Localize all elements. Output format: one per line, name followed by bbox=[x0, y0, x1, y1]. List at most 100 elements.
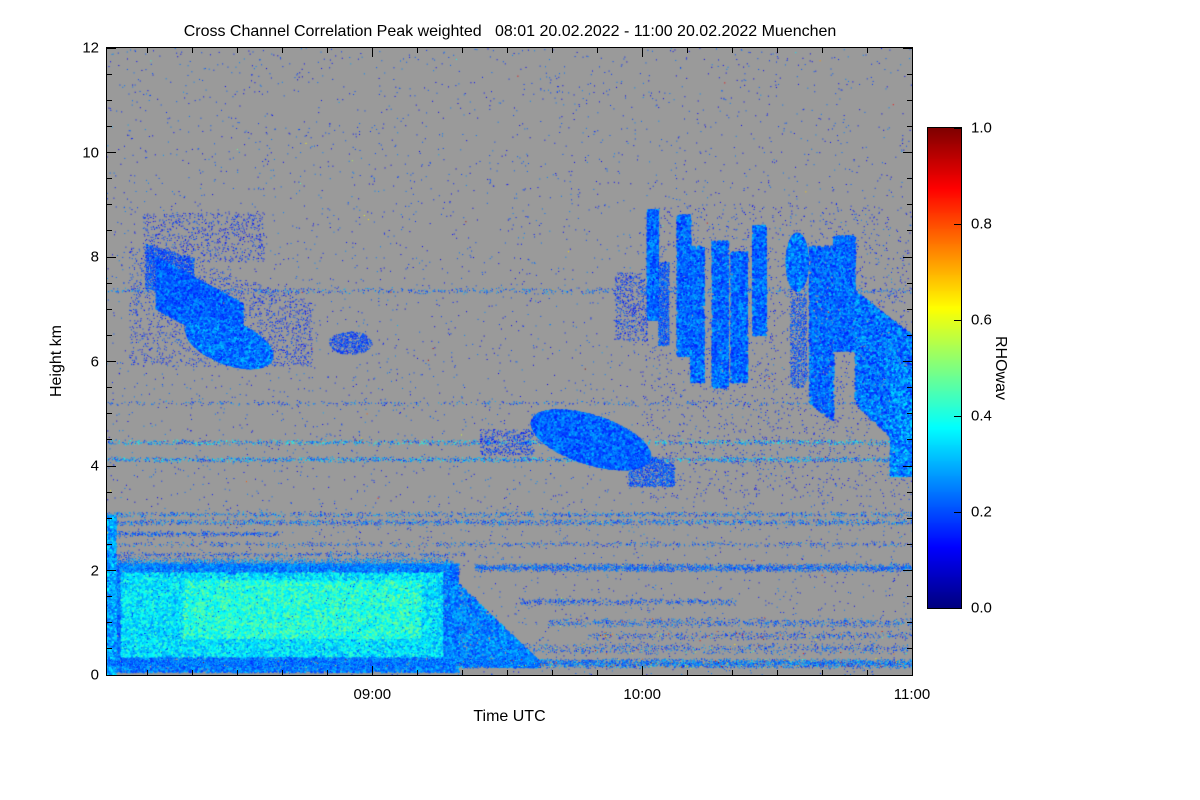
colorbar bbox=[928, 128, 961, 608]
y-axis-tick bbox=[107, 99, 112, 101]
y-axis-tick-right bbox=[907, 387, 912, 389]
y-axis-tick bbox=[107, 413, 112, 415]
x-axis-tick bbox=[506, 670, 508, 675]
x-axis-tick bbox=[731, 670, 733, 675]
colorbar-tick bbox=[954, 511, 961, 513]
y-axis-tick-right bbox=[903, 47, 912, 49]
y-tick-label: 6 bbox=[90, 353, 99, 370]
y-tick-label: 12 bbox=[82, 39, 99, 57]
x-axis-tick bbox=[821, 670, 823, 675]
colorbar-tick-label: 0.2 bbox=[971, 503, 992, 521]
x-axis-tick bbox=[866, 670, 868, 675]
y-axis-tick bbox=[107, 674, 116, 676]
y-axis-tick-right bbox=[907, 491, 912, 493]
y-axis-tick-right bbox=[907, 648, 912, 650]
colorbar-tick bbox=[954, 319, 961, 321]
y-axis-tick bbox=[107, 543, 112, 545]
x-axis-tick bbox=[326, 670, 328, 675]
colorbar-tick-label: 0.8 bbox=[971, 215, 992, 233]
x-axis-tick bbox=[596, 670, 598, 675]
y-axis-tick-right bbox=[907, 308, 912, 310]
y-axis-tick-right bbox=[907, 282, 912, 284]
x-axis-tick-top bbox=[281, 48, 283, 53]
x-tick-label: 10:00 bbox=[623, 686, 661, 703]
x-axis-tick-top bbox=[506, 48, 508, 53]
y-axis-tick bbox=[107, 204, 112, 206]
colorbar-title: RHOwav bbox=[992, 335, 1009, 401]
x-axis-tick-top bbox=[776, 48, 778, 53]
x-axis-tick-top bbox=[461, 48, 463, 53]
y-axis-tick-right bbox=[907, 99, 912, 101]
heatmap-canvas bbox=[107, 48, 912, 675]
x-axis-tick-top bbox=[551, 48, 553, 53]
x-axis-tick-top bbox=[866, 48, 868, 53]
x-axis-tick bbox=[281, 670, 283, 675]
x-axis-tick-top bbox=[326, 48, 328, 53]
y-axis-tick-right bbox=[907, 204, 912, 206]
y-axis-tick bbox=[107, 622, 112, 624]
y-axis-tick bbox=[107, 465, 116, 467]
x-axis-tick bbox=[911, 666, 913, 675]
y-axis-tick bbox=[107, 491, 112, 493]
y-tick-label: 2 bbox=[90, 562, 99, 579]
x-tick-label: 09:00 bbox=[353, 686, 392, 703]
x-axis-tick bbox=[461, 670, 463, 675]
y-axis-tick bbox=[107, 596, 112, 598]
y-axis-tick-right bbox=[907, 439, 912, 441]
x-axis-tick-top bbox=[371, 48, 373, 57]
x-axis-tick bbox=[191, 670, 193, 675]
x-axis-tick-top bbox=[731, 48, 733, 53]
x-axis-label: Time UTC bbox=[473, 708, 546, 725]
y-axis-tick bbox=[107, 125, 112, 127]
y-axis-tick bbox=[107, 256, 116, 258]
y-axis-tick-right bbox=[907, 543, 912, 545]
x-axis-tick-top bbox=[146, 48, 148, 53]
y-tick-label: 10 bbox=[82, 144, 99, 161]
y-axis-tick-right bbox=[907, 596, 912, 598]
y-axis-tick-right bbox=[907, 178, 912, 180]
y-tick-label: 4 bbox=[90, 457, 99, 475]
y-axis-tick-right bbox=[907, 334, 912, 336]
colorbar-tick bbox=[954, 607, 961, 609]
colorbar-tick-label: 0.6 bbox=[971, 311, 992, 329]
y-axis-tick bbox=[107, 73, 112, 75]
y-axis-tick-right bbox=[903, 570, 912, 571]
y-axis-tick bbox=[107, 570, 116, 571]
y-axis-tick bbox=[107, 178, 112, 180]
colorbar-tick-label: 0.0 bbox=[971, 599, 992, 617]
colorbar-tick bbox=[954, 223, 961, 225]
y-axis-tick-right bbox=[907, 622, 912, 624]
x-axis-tick-top bbox=[641, 48, 643, 57]
y-axis-tick-right bbox=[903, 256, 912, 258]
x-axis-tick bbox=[371, 666, 373, 675]
x-axis-tick bbox=[416, 670, 418, 675]
y-axis-tick-right bbox=[903, 152, 912, 153]
x-axis-tick bbox=[146, 670, 148, 675]
y-tick-label: 0 bbox=[90, 666, 99, 684]
y-tick-label: 8 bbox=[90, 248, 99, 266]
x-axis-tick-top bbox=[596, 48, 598, 53]
x-axis-tick bbox=[686, 670, 688, 675]
colorbar-tick bbox=[954, 127, 961, 129]
x-axis-tick-top bbox=[686, 48, 688, 53]
chart-title: Cross Channel Correlation Peak weighted … bbox=[183, 23, 837, 40]
y-axis-tick bbox=[107, 47, 116, 49]
y-axis-tick-right bbox=[903, 674, 912, 676]
x-axis-tick bbox=[776, 670, 778, 675]
y-axis-tick bbox=[107, 648, 112, 650]
y-axis-tick bbox=[107, 334, 112, 336]
y-axis-tick-right bbox=[907, 125, 912, 127]
x-axis-tick-top bbox=[191, 48, 193, 53]
x-tick-label: 11:00 bbox=[893, 686, 931, 703]
colorbar-tick-label: 1.0 bbox=[971, 119, 992, 137]
x-axis-tick-top bbox=[416, 48, 418, 53]
y-axis-tick-right bbox=[903, 361, 912, 362]
x-axis-tick bbox=[641, 666, 643, 675]
y-axis-tick bbox=[107, 387, 112, 389]
y-axis-tick bbox=[107, 517, 112, 519]
y-axis-tick bbox=[107, 308, 112, 310]
x-axis-tick bbox=[236, 670, 238, 675]
colorbar-tick-label: 0.4 bbox=[971, 407, 992, 425]
y-axis-tick bbox=[107, 282, 112, 284]
